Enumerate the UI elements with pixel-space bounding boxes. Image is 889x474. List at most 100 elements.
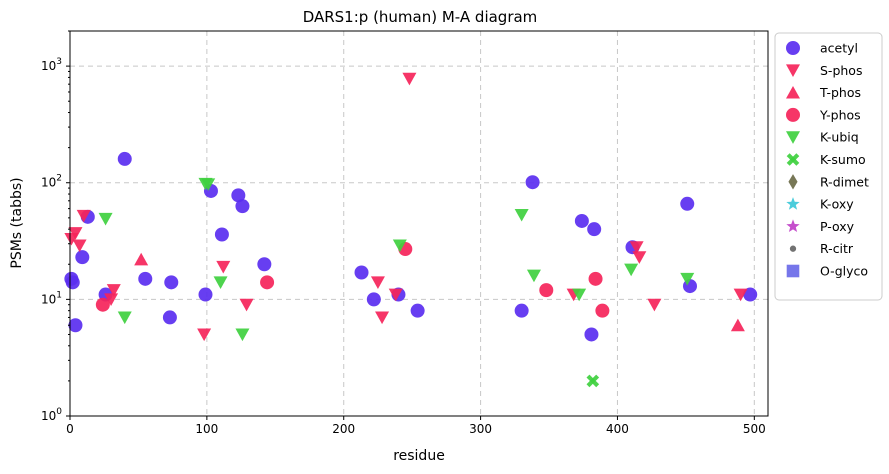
data-point-s-phos xyxy=(370,276,385,289)
legend-label: K-sumo xyxy=(820,152,866,167)
data-point-k-ubiq xyxy=(201,178,216,191)
legend-label: P-oxy xyxy=(820,219,855,234)
data-point-k-sumo xyxy=(586,374,600,388)
legend: acetyl S-phos T-phos Y-phos K-ubiq K-sumo R-di… xyxy=(774,32,883,301)
data-point-k-ubiq xyxy=(680,272,695,286)
x-marker-stroke xyxy=(586,374,600,388)
legend-marker xyxy=(786,264,800,278)
data-point-acetyl xyxy=(214,227,229,242)
legend-label: Y-phos xyxy=(819,107,861,122)
data-point-y-phos xyxy=(539,283,554,298)
legend-marker xyxy=(786,107,800,122)
legend-marker xyxy=(786,219,800,233)
data-point-s-phos xyxy=(106,284,121,297)
data-point-s-phos xyxy=(197,328,212,342)
data-point-k-ubiq xyxy=(213,276,228,289)
data-point-acetyl xyxy=(164,275,179,290)
x-tick-label: 500 xyxy=(743,422,766,436)
legend-item: R-dimet xyxy=(788,174,869,190)
legend-label: R-citr xyxy=(820,241,854,256)
data-point-s-phos xyxy=(239,298,254,312)
legend-marker xyxy=(786,64,800,77)
data-point-acetyl xyxy=(743,287,758,302)
data-point-acetyl xyxy=(257,257,272,272)
x-tick-label: 400 xyxy=(606,422,629,436)
data-point-s-phos xyxy=(68,227,83,240)
data-point-k-ubiq xyxy=(392,239,407,253)
data-point-s-phos xyxy=(216,260,231,274)
y-tick-label: 102 xyxy=(41,174,62,190)
legend-item: R-citr xyxy=(789,241,854,256)
legend-item: K-sumo xyxy=(786,152,866,167)
data-point-s-phos xyxy=(733,288,748,302)
legend-label: T-phos xyxy=(819,85,861,100)
legend-item: K-ubiq xyxy=(786,130,859,145)
data-point-s-phos xyxy=(632,251,647,264)
data-point-acetyl xyxy=(354,265,369,280)
legend-frame xyxy=(774,32,883,301)
data-point-k-ubiq xyxy=(117,311,132,325)
legend-label: S-phos xyxy=(820,63,862,78)
data-point-s-phos xyxy=(72,239,87,253)
x-tick-label: 0 xyxy=(66,422,74,436)
data-point-y-phos xyxy=(95,297,110,312)
x-marker-stroke xyxy=(786,153,800,166)
legend-marker xyxy=(786,153,800,166)
x-tick-label: 100 xyxy=(195,422,218,436)
data-point-t-phos xyxy=(730,318,745,332)
data-point-acetyl xyxy=(680,196,695,211)
data-point-acetyl xyxy=(410,303,425,318)
data-point-acetyl xyxy=(75,250,90,265)
legend-marker xyxy=(786,41,800,55)
legend-item: S-phos xyxy=(786,63,862,78)
legend-marker xyxy=(786,131,800,144)
x-tick-label: 200 xyxy=(332,422,355,436)
data-point-k-ubiq xyxy=(526,269,541,283)
data-point-k-ubiq xyxy=(624,263,639,277)
data-point-y-phos xyxy=(260,275,275,290)
data-point-s-phos xyxy=(104,293,119,307)
data-point-acetyl xyxy=(525,175,540,190)
data-point-k-ubiq xyxy=(98,212,113,226)
x-axis-ticks: 0 100 200 300 400 500 xyxy=(66,416,766,436)
data-point-acetyl xyxy=(117,151,132,166)
legend-marker xyxy=(786,85,800,99)
data-point-s-phos xyxy=(402,72,417,86)
data-point-acetyl xyxy=(587,222,602,237)
x-axis-label: residue xyxy=(393,448,445,464)
x-tick-label: 300 xyxy=(469,422,492,436)
legend-item: Y-phos xyxy=(786,107,861,122)
legend-marker xyxy=(788,174,798,190)
legend-item: O-glyco xyxy=(786,264,868,279)
data-point-acetyl xyxy=(366,292,381,307)
data-point-acetyl xyxy=(162,310,177,325)
y-tick-label: 100 xyxy=(41,407,62,423)
legend-item: acetyl xyxy=(786,41,858,56)
grid-lines xyxy=(69,31,768,417)
plot-frame xyxy=(69,30,769,417)
y-axis-label: PSMs (tabbs) xyxy=(9,177,25,268)
data-point-acetyl xyxy=(514,303,529,318)
chart-title: DARS1:p (human) M-A diagram xyxy=(303,8,538,26)
data-point-s-phos xyxy=(375,311,390,325)
data-point-s-phos xyxy=(629,241,644,254)
data-point-acetyl xyxy=(235,199,250,214)
data-point-s-phos xyxy=(76,209,91,223)
legend-label: R-dimet xyxy=(820,174,869,189)
data-point-acetyl xyxy=(198,287,213,302)
data-point-s-phos xyxy=(388,288,403,302)
data-point-acetyl xyxy=(65,275,80,290)
legend-item: T-phos xyxy=(786,85,861,100)
data-point-s-phos xyxy=(647,298,662,312)
legend-label: K-ubiq xyxy=(820,130,859,145)
data-point-acetyl xyxy=(138,271,153,286)
legend-item: P-oxy xyxy=(786,219,855,234)
data-point-y-phos xyxy=(588,271,603,286)
data-point-acetyl xyxy=(231,188,246,203)
legend-marker xyxy=(789,245,797,252)
y-tick-label: 101 xyxy=(41,290,62,306)
data-point-acetyl xyxy=(574,213,589,228)
legend-marker xyxy=(786,197,800,210)
legend-label: acetyl xyxy=(820,41,858,56)
